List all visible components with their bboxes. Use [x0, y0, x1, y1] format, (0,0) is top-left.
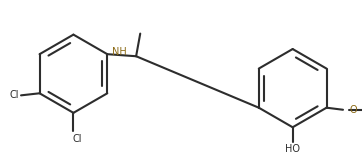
Text: Cl: Cl [9, 90, 19, 100]
Text: O: O [350, 105, 357, 115]
Text: NH: NH [112, 47, 127, 57]
Text: HO: HO [285, 144, 300, 152]
Text: Cl: Cl [73, 134, 82, 144]
